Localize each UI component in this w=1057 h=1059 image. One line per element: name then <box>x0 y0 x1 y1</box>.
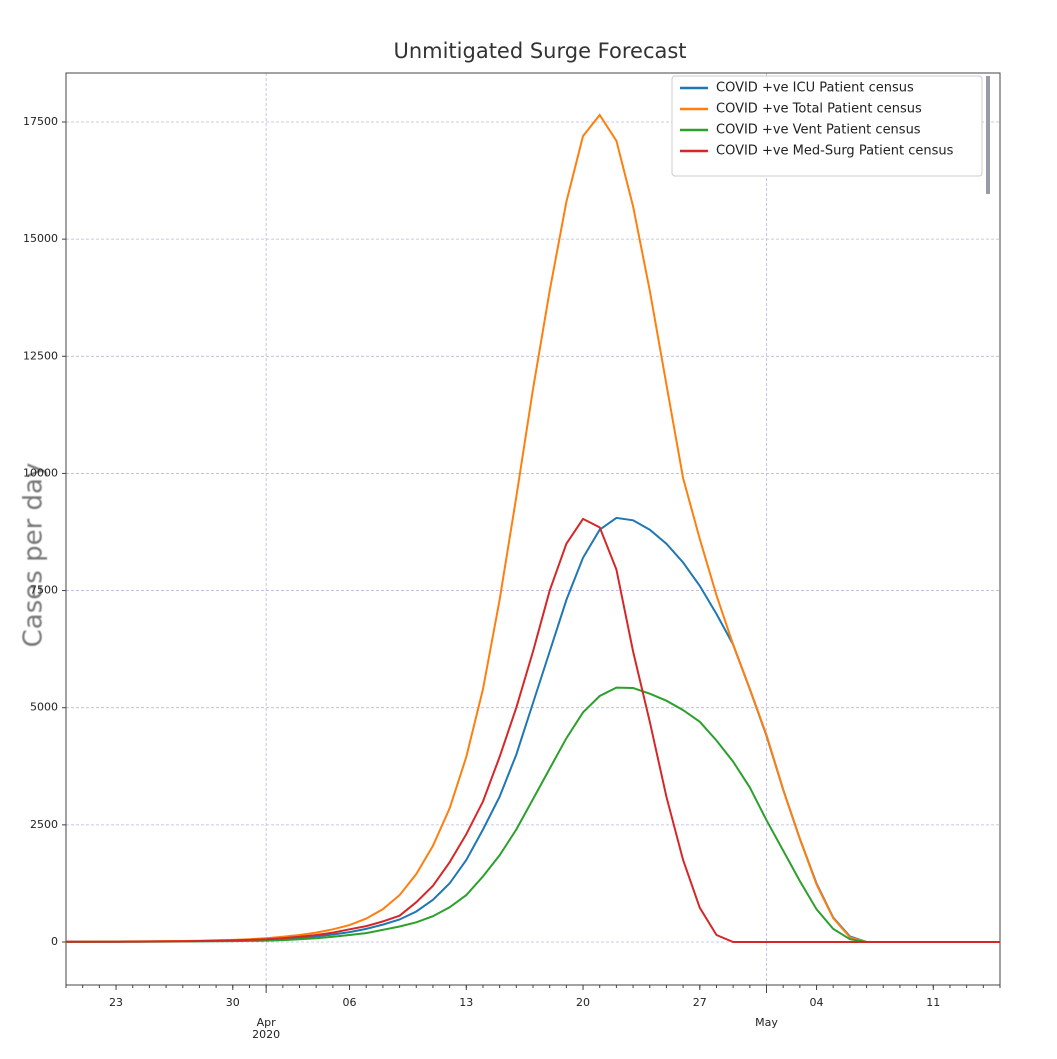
y-tick-label: 15000 <box>23 232 58 245</box>
x-tick-label: 11 <box>926 996 940 1009</box>
x-tick-label: 13 <box>459 996 473 1009</box>
x-major-tick-label: Apr 2020 <box>252 1016 280 1041</box>
y-tick-label: 10000 <box>23 466 58 479</box>
legend-label: COVID +ve ICU Patient census <box>716 81 914 96</box>
legend-edge <box>986 76 990 194</box>
y-tick-label: 5000 <box>30 701 58 714</box>
y-tick-label: 17500 <box>23 115 58 128</box>
x-tick-label: 20 <box>576 996 590 1009</box>
chart-title: Unmitigated Surge Forecast <box>393 39 686 63</box>
x-tick-label: 06 <box>343 996 357 1009</box>
series-line <box>66 517 1000 943</box>
x-tick-label: 04 <box>810 996 824 1009</box>
y-tick-label: 0 <box>51 935 58 948</box>
y-axis-label: Cases per day <box>19 463 49 648</box>
x-major-tick-label: May <box>755 1016 778 1029</box>
legend-label: COVID +ve Vent Patient census <box>716 123 921 138</box>
x-tick-label: 30 <box>226 996 240 1009</box>
legend-label: COVID +ve Total Patient census <box>716 102 922 117</box>
y-tick-label: 12500 <box>23 349 58 362</box>
legend-box <box>671 75 983 177</box>
legend: COVID +ve ICU Patient census COVID +ve To… <box>671 75 990 194</box>
legend-label: COVID +ve Med-Surg Patient census <box>716 144 954 159</box>
y-tick-label: 2500 <box>30 818 58 831</box>
x-tick-label: 27 <box>693 996 707 1009</box>
y-tick-label: 7500 <box>30 584 58 597</box>
x-tick-label: 23 <box>109 996 123 1009</box>
